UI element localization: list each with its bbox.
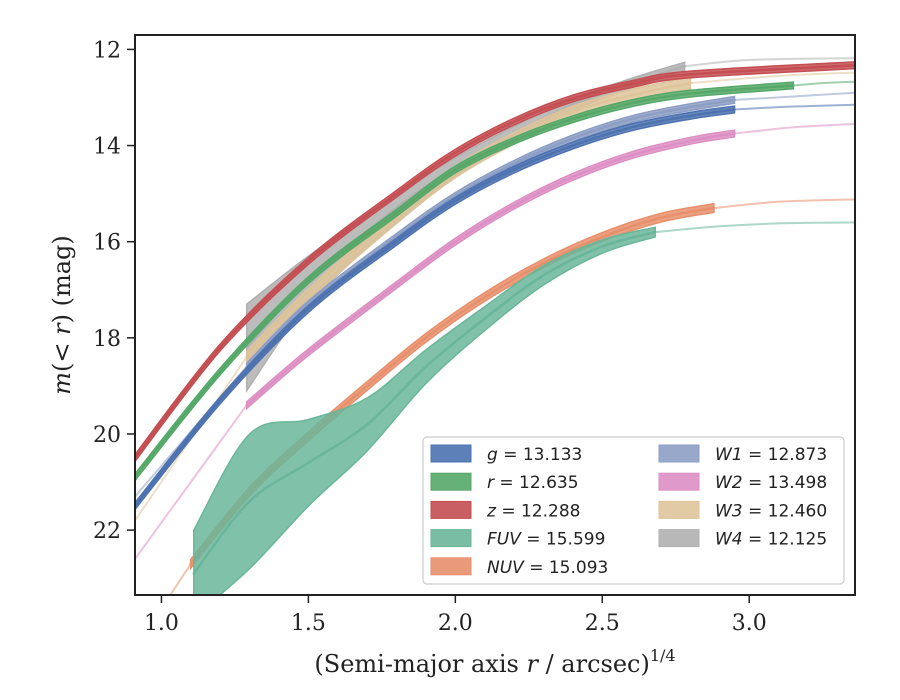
legend-label-w1: W1 = 12.873 [715, 445, 827, 465]
extrapolation-w4 [683, 57, 855, 68]
series-band-w2 [245, 129, 736, 411]
legend: g = 13.133 r = 12.635 z = 12.288 FUV = 15.5… [422, 436, 845, 585]
legend-swatch-g [430, 444, 472, 463]
legend-swatch-w2 [658, 472, 700, 491]
series-line-g [135, 108, 736, 508]
legend-swatch-w1 [658, 444, 700, 463]
y-tick-label: 20 [93, 423, 121, 448]
series-group [135, 57, 855, 595]
legend-swatch-z [430, 500, 472, 519]
extrapolation-outer-nuv [712, 198, 855, 209]
x-tick-label: 2.0 [438, 611, 473, 636]
y-tick-label: 16 [93, 231, 121, 256]
x-tick-label: 1.0 [144, 611, 179, 636]
legend-label-z: z = 12.288 [486, 501, 580, 521]
series-band-g [135, 105, 736, 511]
legend-label-nuv: NUV = 15.093 [487, 558, 608, 578]
series-band-z [135, 61, 855, 463]
legend-label-fuv: FUV = 15.599 [487, 530, 605, 550]
legend-label-w4: W4 = 12.125 [715, 530, 827, 550]
extrapolation-nuv [169, 562, 192, 595]
series-line-fuv [192, 230, 657, 575]
axis-ticks: 1.0 1.5 2.0 2.5 3.0 12 14 16 18 20 22 [93, 38, 767, 636]
series-band-nuv [190, 202, 715, 571]
legend-swatch-w4 [658, 529, 700, 548]
extrapolation-fuv [654, 221, 855, 234]
legend-swatch-r [430, 472, 472, 491]
series-band-r [135, 81, 795, 482]
extrapolation-r [792, 80, 855, 87]
plot-area [135, 57, 855, 595]
y-tick-label: 22 [93, 519, 121, 544]
x-tick-label: 1.5 [291, 611, 326, 636]
extrapolation-outer-w3 [689, 71, 855, 85]
series-line-r [135, 84, 795, 479]
extrapolation-outer-w2 [733, 122, 855, 135]
legend-label-w3: W3 = 12.460 [715, 501, 827, 521]
x-axis-label: (Semi-major axis r / arcsec)1/4 [314, 646, 675, 678]
x-tick-label: 3.0 [732, 611, 767, 636]
y-tick-label: 14 [93, 135, 121, 160]
legend-label-r: r = 12.635 [487, 473, 579, 493]
y-tick-label: 18 [93, 327, 121, 352]
legend-swatch-nuv [430, 557, 472, 576]
series-line-w1 [245, 98, 736, 368]
extrapolation-outer-w1 [733, 91, 855, 101]
series-band-fuv [193, 226, 656, 595]
plot-frame [134, 34, 856, 596]
series-line-z [135, 64, 855, 460]
series-line-w2 [245, 132, 736, 407]
legend-box [422, 436, 845, 585]
extrapolation-g [733, 103, 855, 111]
legend-label-w2: W2 = 13.498 [715, 473, 827, 493]
extrapolation-w2 [135, 404, 248, 560]
x-tick-label: 2.5 [585, 611, 620, 636]
y-tick-label: 12 [93, 38, 121, 63]
legend-swatch-fuv [430, 529, 472, 548]
legend-swatch-w3 [658, 500, 700, 519]
y-axis-label: m(< r) (mag) [48, 235, 76, 395]
legend-label-g: g = 13.133 [487, 445, 582, 465]
